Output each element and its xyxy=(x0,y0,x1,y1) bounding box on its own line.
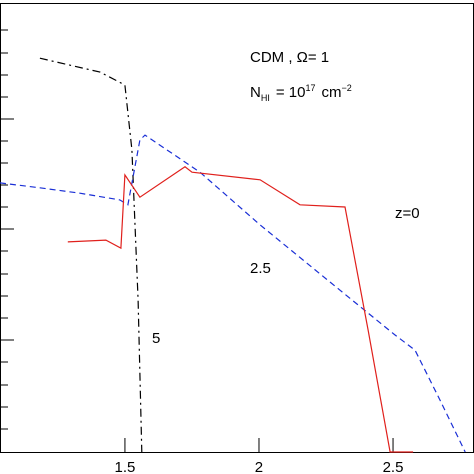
column-annotation: NHI = 1017 cm−2 xyxy=(250,83,352,103)
n-sub: HI xyxy=(261,93,270,103)
n: N xyxy=(250,84,261,101)
series-label: z=0 xyxy=(395,205,420,222)
model-annotation: CDM , Ω= 1 xyxy=(250,49,329,66)
y-minor-ticks xyxy=(0,29,14,430)
series-line xyxy=(39,57,143,453)
eq: = 10 xyxy=(276,84,306,101)
series-label: 2.5 xyxy=(250,260,271,277)
exp: 17 xyxy=(305,83,315,93)
plot-frame xyxy=(0,3,474,453)
x-tick-label: 2 xyxy=(255,459,263,474)
series-line xyxy=(67,166,414,453)
unit: cm xyxy=(321,84,341,101)
x-tick-label: 1.5 xyxy=(115,459,136,474)
series-label: 5 xyxy=(152,330,160,347)
series-line xyxy=(0,134,466,453)
unit-exp: −2 xyxy=(341,83,351,93)
x-tick-label: 2.5 xyxy=(383,459,404,474)
